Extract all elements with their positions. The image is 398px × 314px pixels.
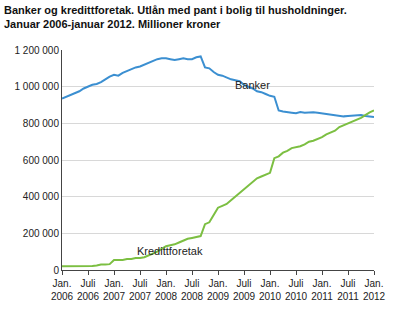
svg-text:Jan.2007: Jan.2007 (103, 278, 126, 302)
svg-text:Banker og kredittforetak. Utlå: Banker og kredittforetak. Utlån med pant… (4, 4, 347, 30)
svg-text:Jan.2008: Jan.2008 (155, 278, 178, 302)
svg-text:0: 0 (53, 265, 59, 276)
svg-text:Banker: Banker (235, 79, 270, 91)
svg-text:1 000 000: 1 000 000 (15, 81, 60, 92)
svg-text:Jan.2006: Jan.2006 (51, 278, 74, 302)
svg-text:200 000: 200 000 (23, 228, 60, 239)
svg-text:Juli2007: Juli2007 (129, 278, 152, 302)
svg-text:600 000: 600 000 (23, 155, 60, 166)
svg-text:Juli2009: Juli2009 (233, 278, 256, 302)
svg-text:1 200 000: 1 200 000 (15, 45, 60, 56)
svg-text:Juli2006: Juli2006 (77, 278, 100, 302)
svg-text:Jan.2009: Jan.2009 (207, 278, 230, 302)
svg-text:Jan.2010: Jan.2010 (259, 278, 282, 302)
svg-text:400 000: 400 000 (23, 191, 60, 202)
svg-text:Juli2010: Juli2010 (285, 278, 308, 302)
svg-text:Kredittforetak: Kredittforetak (137, 245, 203, 257)
svg-text:Jan.2011: Jan.2011 (311, 278, 333, 302)
svg-text:Jan.2012: Jan.2012 (363, 278, 386, 302)
svg-text:Juli2011: Juli2011 (337, 278, 359, 302)
svg-text:800 000: 800 000 (23, 118, 60, 129)
svg-text:Juli2008: Juli2008 (181, 278, 204, 302)
